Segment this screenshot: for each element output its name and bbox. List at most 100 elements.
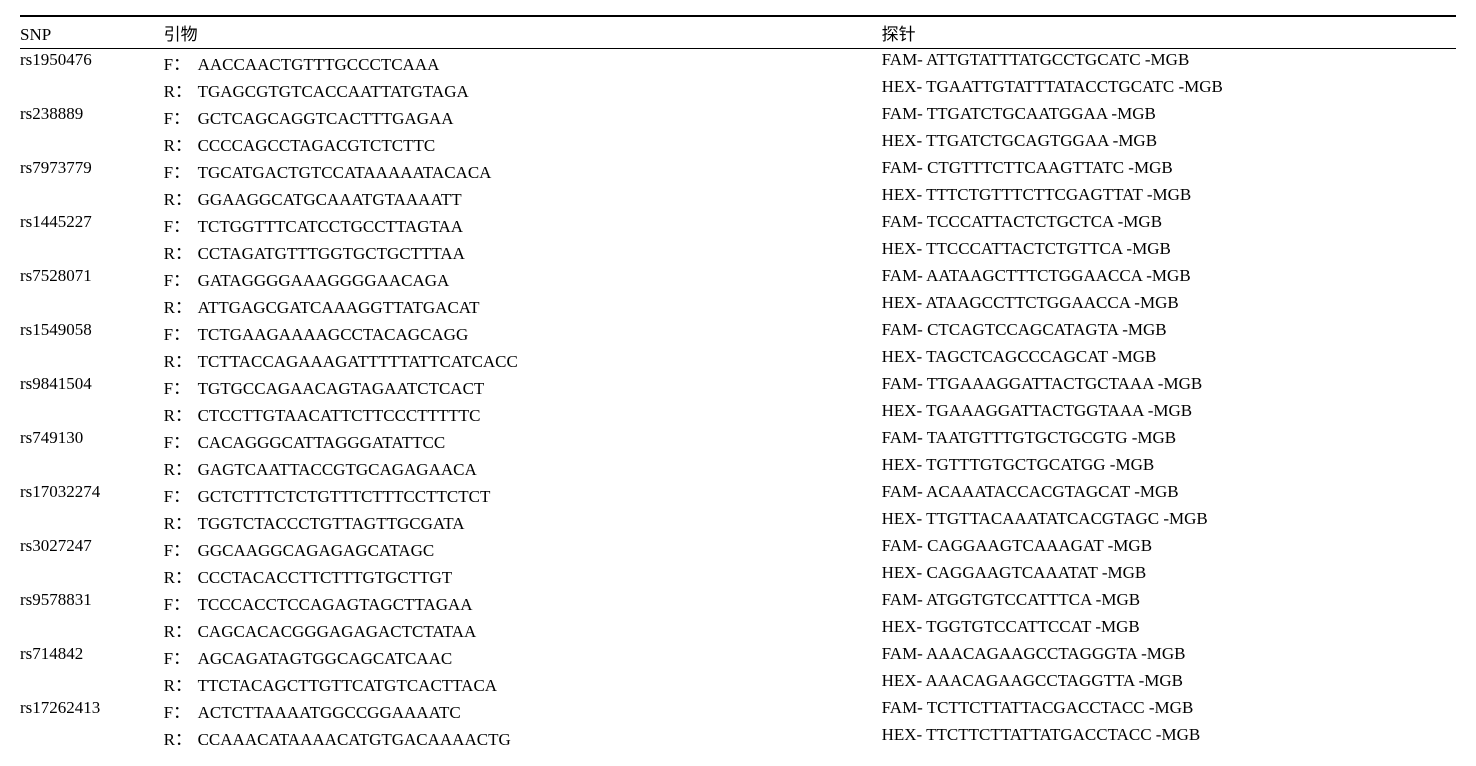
snp-cell: rs7973779 [20,157,164,211]
primer-r-label: R： [164,131,198,156]
primer-r-label: R： [164,185,198,210]
snp-primer-probe-table: SNP 引物 探针 rs1950476F：AACCAACTGTTTGCCCTCA… [20,15,1456,751]
primer-r-label: R： [164,563,198,588]
table-row: rs9841504F：TGTGCCAGAACAGTAGAATCTCACTFAM-… [20,373,1456,400]
primer-r-seq: CCCTACACCTTCTTTGTGCTTGT [198,568,453,587]
primer-f-label: F： [164,320,198,345]
probe-hex-cell: HEX- ATAAGCCTTCTGGAACCA -MGB [882,292,1456,319]
probe-hex-cell: HEX- CAGGAAGTCAAATAT -MGB [882,562,1456,589]
primer-r-seq: TGAGCGTGTCACCAATTATGTAGA [198,82,469,101]
primer-f-seq: AGCAGATAGTGGCAGCATCAAC [198,649,453,668]
probe-hex-cell: HEX- TGAAAGGATTACTGGTAAA -MGB [882,400,1456,427]
primer-f-label: F： [164,590,198,615]
probe-hex-cell: HEX- TTCTTCTTATTATGACCTACC -MGB [882,724,1456,751]
snp-cell: rs238889 [20,103,164,157]
probe-hex-cell: HEX- TTCCCATTACTCTGTTCA -MGB [882,238,1456,265]
header-snp: SNP [20,16,164,49]
table-row: R：TGAGCGTGTCACCAATTATGTAGA HEX- TGAATTGTA… [20,76,1456,103]
snp-cell: rs1549058 [20,319,164,373]
primer-r-label: R： [164,293,198,318]
primer-f-seq: GGCAAGGCAGAGAGCATAGC [198,541,435,560]
table-row: R：TGGTCTACCCTGTTAGTTGCGATAHEX- TTGTTACAA… [20,508,1456,535]
probe-fam-cell: FAM- AATAAGCTTTCTGGAACCA -MGB [882,265,1456,292]
primer-f-seq: TGCATGACTGTCCATAAAAATACACA [198,163,492,182]
primer-r-seq: GAGTCAATTACCGTGCAGAGAACA [198,460,477,479]
snp-cell: rs7528071 [20,265,164,319]
primer-forward-cell: F：TCTGGTTTCATCCTGCCTTAGTAA [164,211,882,238]
primer-forward-cell: F：CACAGGGCATTAGGGATATTCC [164,427,882,454]
primer-r-seq: CCCCAGCCTAGACGTCTCTTC [198,136,436,155]
primer-r-seq: ATTGAGCGATCAAAGGTTATGACAT [198,298,480,317]
snp-cell: rs17262413 [20,697,164,751]
primer-f-label: F： [164,266,198,291]
header-primer: 引物 [164,16,882,49]
primer-r-label: R： [164,455,198,480]
primer-forward-cell: F：TCCCACCTCCAGAGTAGCTTAGAA [164,589,882,616]
primer-f-seq: GCTCTTTCTCTGTTTCTTTCCTTCTCT [198,487,491,506]
primer-r-label: R： [164,671,198,696]
table-row: rs238889F：GCTCAGCAGGTCACTTTGAGAAFAM- TTG… [20,103,1456,130]
primer-f-seq: AACCAACTGTTTGCCCTCAAA [198,55,440,74]
primer-r-label: R： [164,617,198,642]
primer-f-label: F： [164,644,198,669]
primer-reverse-cell: R：TGGTCTACCCTGTTAGTTGCGATA [164,508,882,535]
primer-f-seq: TGTGCCAGAACAGTAGAATCTCACT [198,379,485,398]
table-row: rs3027247F：GGCAAGGCAGAGAGCATAGCFAM- CAGG… [20,535,1456,562]
primer-forward-cell: F：ACTCTTAAAATGGCCGGAAAATC [164,697,882,724]
primer-f-seq: CACAGGGCATTAGGGATATTCC [198,433,446,452]
snp-cell: rs9578831 [20,589,164,643]
table-row: rs1549058F：TCTGAAGAAAAGCCTACAGCAGGFAM- C… [20,319,1456,346]
probe-fam-cell: FAM- TCCCATTACTCTGCTCA -MGB [882,211,1456,238]
primer-forward-cell: F：GCTCAGCAGGTCACTTTGAGAA [164,103,882,130]
table-row: R：CTCCTTGTAACATTCTTCCCTTTTTCHEX- TGAAAGG… [20,400,1456,427]
primer-f-label: F： [164,104,198,129]
probe-hex-cell: HEX- TTGATCTGCAGTGGAA -MGB [882,130,1456,157]
snp-cell: rs1950476 [20,49,164,104]
table-row: R：TCTTACCAGAAAGATTTTTATTCATCACCHEX- TAGC… [20,346,1456,373]
primer-r-label: R： [164,77,198,102]
primer-forward-cell: F：GCTCTTTCTCTGTTTCTTTCCTTCTCT [164,481,882,508]
table-row: rs17262413F：ACTCTTAAAATGGCCGGAAAATCFAM- … [20,697,1456,724]
primer-r-label: R： [164,347,198,372]
probe-fam-cell: FAM- ATTGTATTTATGCCTGCATC -MGB [882,49,1456,77]
primer-f-label: F： [164,536,198,561]
table-body: rs1950476F：AACCAACTGTTTGCCCTCAAAFAM- ATT… [20,49,1456,752]
primer-r-label: R： [164,401,198,426]
primer-r-seq: GGAAGGCATGCAAATGTAAAATT [198,190,462,209]
primer-reverse-cell: R：CCCTACACCTTCTTTGTGCTTGT [164,562,882,589]
primer-forward-cell: F：GGCAAGGCAGAGAGCATAGC [164,535,882,562]
probe-fam-cell: FAM- CTCAGTCCAGCATAGTA -MGB [882,319,1456,346]
probe-fam-cell: FAM- CAGGAAGTCAAAGAT -MGB [882,535,1456,562]
probe-fam-cell: FAM- TTGAAAGGATTACTGCTAAA -MGB [882,373,1456,400]
probe-hex-cell: HEX- TGAATTGTATTTATACCTGCATC -MGB [882,76,1456,103]
primer-r-seq: CAGCACACGGGAGAGACTCTATAA [198,622,477,641]
table-row: R：CCTAGATGTTTGGTGCTGCTTTAAHEX- TTCCCATTA… [20,238,1456,265]
table-row: R：CCCCAGCCTAGACGTCTCTTC HEX- TTGATCTGCAGT… [20,130,1456,157]
primer-f-seq: GATAGGGGAAAGGGGAACAGA [198,271,450,290]
primer-f-label: F： [164,212,198,237]
table-row: R：ATTGAGCGATCAAAGGTTATGACAT HEX- ATAAGCCT… [20,292,1456,319]
probe-hex-cell: HEX- TTTCTGTTTCTTCGAGTTAT -MGB [882,184,1456,211]
table-row: rs1950476F：AACCAACTGTTTGCCCTCAAAFAM- ATT… [20,49,1456,77]
probe-fam-cell: FAM- TTGATCTGCAATGGAA -MGB [882,103,1456,130]
primer-reverse-cell: R：CAGCACACGGGAGAGACTCTATAA [164,616,882,643]
primer-r-seq: CTCCTTGTAACATTCTTCCCTTTTTC [198,406,481,425]
primer-r-seq: TCTTACCAGAAAGATTTTTATTCATCACC [198,352,518,371]
primer-forward-cell: F：TCTGAAGAAAAGCCTACAGCAGG [164,319,882,346]
primer-forward-cell: F：AACCAACTGTTTGCCCTCAAA [164,49,882,77]
primer-f-label: F： [164,50,198,75]
primer-f-seq: TCTGGTTTCATCCTGCCTTAGTAA [198,217,463,236]
table-row: R：GGAAGGCATGCAAATGTAAAATT HEX- TTTCTGTTTC… [20,184,1456,211]
probe-fam-cell: FAM- ATGGTGTCCATTTCA -MGB [882,589,1456,616]
probe-fam-cell: FAM- TCTTCTTATTACGACCTACC -MGB [882,697,1456,724]
primer-r-seq: CCAAACATAAAACATGTGACAAAACTG [198,730,511,749]
primer-reverse-cell: R：CCTAGATGTTTGGTGCTGCTTTAA [164,238,882,265]
primer-reverse-cell: R：GAGTCAATTACCGTGCAGAGAACA [164,454,882,481]
primer-forward-cell: F：TGCATGACTGTCCATAAAAATACACA [164,157,882,184]
primer-r-label: R： [164,509,198,534]
primer-reverse-cell: R：TTCTACAGCTTGTTCATGTCACTTACA [164,670,882,697]
primer-f-label: F： [164,158,198,183]
header-probe: 探针 [882,16,1456,49]
primer-reverse-cell: R：CTCCTTGTAACATTCTTCCCTTTTTC [164,400,882,427]
primer-reverse-cell: R：CCAAACATAAAACATGTGACAAAACTG [164,724,882,751]
